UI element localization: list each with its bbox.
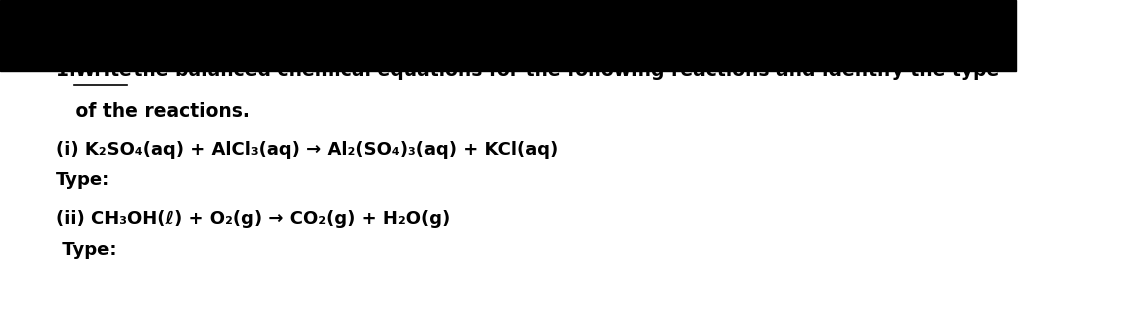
Text: of the reactions.: of the reactions. [56, 101, 250, 121]
Text: 1.: 1. [56, 61, 82, 80]
Text: the balanced chemical equations for the following reactions and identify the typ: the balanced chemical equations for the … [127, 61, 999, 80]
FancyBboxPatch shape [0, 0, 1016, 71]
Text: Type:: Type: [56, 241, 116, 259]
Text: Type:: Type: [56, 171, 110, 189]
Text: Write: Write [74, 61, 132, 80]
Text: (ii) CH₃OH(ℓ) + O₂(g) → CO₂(g) + H₂O(g): (ii) CH₃OH(ℓ) + O₂(g) → CO₂(g) + H₂O(g) [56, 210, 450, 228]
Text: (i) K₂SO₄(aq) + AlCl₃(aq) → Al₂(SO₄)₃(aq) + KCl(aq): (i) K₂SO₄(aq) + AlCl₃(aq) → Al₂(SO₄)₃(aq… [56, 141, 558, 159]
